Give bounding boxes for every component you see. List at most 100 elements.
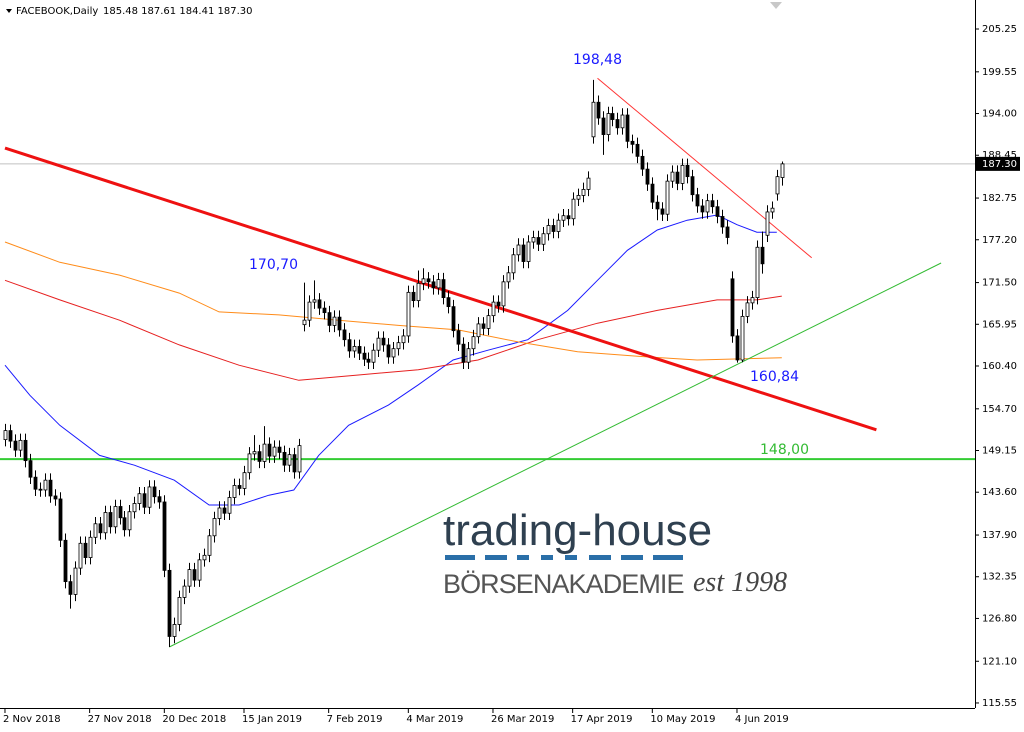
candle-body	[710, 200, 715, 208]
candle-body	[765, 211, 770, 236]
candle-body	[257, 451, 262, 462]
candle-body	[127, 511, 132, 531]
candle-body	[352, 346, 357, 352]
candle-body	[302, 319, 307, 326]
candle-body	[426, 278, 431, 283]
logo-title: trading-house	[443, 506, 712, 555]
candle-body	[142, 493, 147, 508]
candle-body	[207, 535, 212, 556]
menu-arrow[interactable]	[6, 9, 12, 13]
candle-body	[680, 164, 685, 184]
candle-body	[113, 506, 118, 528]
x-tick-label: 7 Feb 2019	[327, 714, 383, 725]
candle-body	[23, 439, 28, 462]
candle-body	[237, 485, 242, 489]
candle-body	[421, 278, 426, 284]
y-tick-label: 132.35	[982, 572, 1017, 583]
candle-body	[132, 503, 137, 513]
logo-tagline: est 1998	[693, 567, 787, 598]
candle-body	[242, 472, 247, 489]
candle-body	[272, 446, 277, 457]
candle-body	[108, 512, 113, 528]
candle-body	[78, 542, 83, 569]
y-tick-label: 115.55	[982, 698, 1017, 709]
candle-body	[481, 323, 486, 329]
candle-body	[581, 189, 586, 196]
candle-body	[760, 246, 765, 265]
candle-body	[745, 302, 750, 317]
candle-body	[297, 445, 302, 473]
candle-body	[98, 523, 103, 534]
candle-body	[401, 335, 406, 344]
annotation: 160,84	[750, 369, 799, 385]
candle-body	[366, 358, 371, 363]
y-tick-label: 199.55	[982, 67, 1017, 78]
candle-body	[247, 453, 252, 474]
candle-body	[212, 518, 217, 537]
price-label-box	[976, 156, 1020, 171]
candle-body	[396, 342, 401, 350]
candle-body	[68, 581, 73, 595]
candle-body	[406, 291, 411, 337]
x-tick-label: 10 May 2019	[650, 714, 715, 725]
candle-body	[157, 496, 162, 503]
y-tick-label: 149.15	[982, 446, 1017, 457]
candle-body	[620, 114, 625, 129]
candle-body	[252, 451, 257, 455]
candle-body	[536, 237, 541, 245]
shift-marker	[770, 2, 782, 9]
candle-body	[670, 171, 675, 182]
candle-body	[3, 430, 8, 441]
candle-body	[411, 291, 416, 302]
candle-body	[610, 113, 615, 120]
candle-body	[630, 140, 635, 145]
candle-body	[386, 344, 391, 358]
watermark: trading-house BÖRSENAKADEMIE est 1998	[443, 506, 787, 599]
candle-body	[725, 226, 730, 238]
candle-body	[371, 349, 376, 363]
candle-body	[546, 225, 551, 235]
chart-title: FACEBOOK,Daily	[16, 6, 98, 17]
candle-body	[167, 569, 172, 637]
indicator-line	[597, 77, 813, 259]
y-tick-label: 143.60	[982, 487, 1017, 498]
x-tick-label: 15 Jan 2019	[242, 714, 302, 725]
candle-body	[307, 301, 312, 321]
candle-body	[660, 208, 665, 215]
candle-body	[606, 113, 611, 135]
candle-body	[262, 443, 267, 462]
price-label: 187.30	[982, 159, 1017, 170]
candle-body	[506, 272, 511, 283]
candle-body	[192, 569, 197, 581]
indicator-line	[169, 262, 942, 648]
candle-body	[83, 542, 88, 558]
annotation: 148,00	[760, 442, 809, 458]
candle-body	[650, 183, 655, 203]
candle-body	[561, 215, 566, 221]
candle-body	[735, 335, 740, 361]
candle-body	[197, 559, 202, 581]
candle-body	[685, 164, 690, 178]
candle-body	[770, 207, 775, 213]
candle-body	[232, 485, 237, 498]
candle-body	[88, 536, 93, 558]
candle-body	[292, 454, 297, 473]
candle-body	[58, 498, 63, 541]
candle-body	[277, 446, 282, 453]
candle-body	[8, 430, 13, 442]
indicator-line	[4, 279, 782, 381]
candle-body	[541, 233, 546, 245]
trend-line	[4, 146, 877, 432]
candle-body	[312, 299, 317, 303]
candle-body	[391, 348, 396, 358]
candle-body	[461, 343, 466, 363]
candle-body	[496, 301, 501, 307]
candle-body	[227, 497, 232, 514]
candle-body	[182, 585, 187, 598]
candle-body	[162, 501, 167, 571]
candle-body	[147, 486, 152, 508]
candle-body	[187, 569, 192, 587]
candle-body	[63, 539, 68, 583]
candle-body	[322, 307, 327, 314]
